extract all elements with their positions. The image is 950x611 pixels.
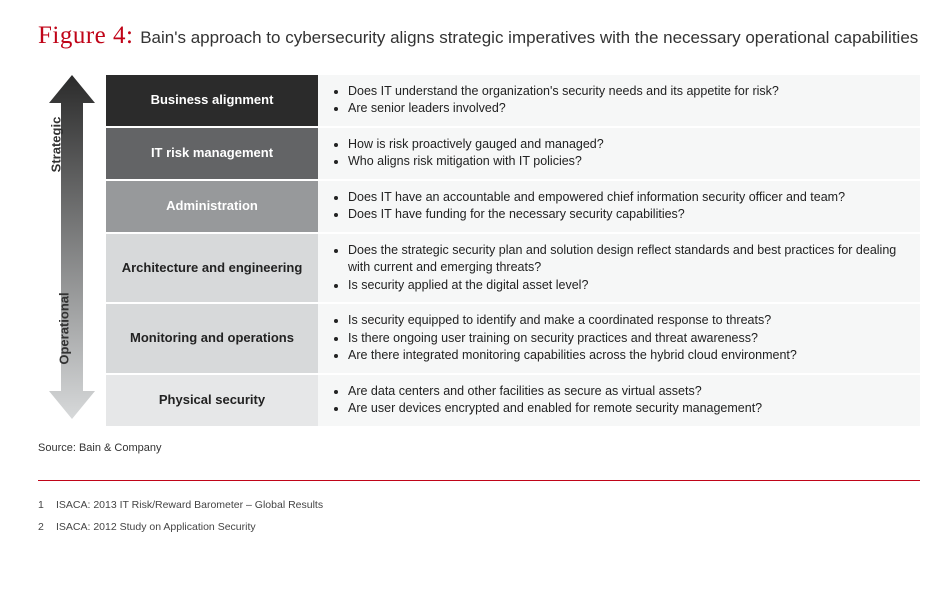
bullet-item: Are data centers and other facilities as…: [348, 383, 762, 401]
bullet-item: Are senior leaders involved?: [348, 100, 779, 118]
bullet-item: Is security equipped to identify and mak…: [348, 312, 797, 330]
footnote-text: ISACA: 2012 Study on Application Securit…: [56, 521, 256, 533]
category-cell: Business alignment: [106, 75, 318, 126]
footnote-number: 2: [38, 521, 56, 533]
table-row: IT risk management How is risk proactivel…: [106, 128, 920, 179]
rows-column: Business alignment Does IT understand the…: [106, 75, 920, 428]
bullets-cell: Is security equipped to identify and mak…: [318, 304, 920, 373]
bullets-cell: Does the strategic security plan and sol…: [318, 234, 920, 303]
table-row: Monitoring and operations Is security equ…: [106, 304, 920, 373]
table-row: Administration Does IT have an accountabl…: [106, 181, 920, 232]
category-cell: Architecture and engineering: [106, 234, 318, 303]
bullets-cell: Are data centers and other facilities as…: [318, 375, 920, 426]
bullet-item: Are there integrated monitoring capabili…: [348, 347, 797, 365]
footnote: 2ISACA: 2012 Study on Application Securi…: [38, 521, 920, 533]
axis-label-strategic: Strategic: [48, 116, 63, 172]
table-row: Physical security Are data centers and ot…: [106, 375, 920, 426]
bullet-list: Does IT have an accountable and empowere…: [326, 189, 845, 224]
category-cell: Physical security: [106, 375, 318, 426]
figure-title-line: Figure 4: Bain's approach to cybersecuri…: [38, 20, 920, 53]
table-row: Architecture and engineering Does the str…: [106, 234, 920, 303]
bullets-cell: Does IT understand the organization's se…: [318, 75, 920, 126]
footnote-text: ISACA: 2013 IT Risk/Reward Barometer – G…: [56, 499, 323, 511]
bullets-cell: Does IT have an accountable and empowere…: [318, 181, 920, 232]
bullet-item: Who aligns risk mitigation with IT polic…: [348, 153, 604, 171]
footnotes: 1ISACA: 2013 IT Risk/Reward Barometer – …: [38, 499, 920, 533]
bullet-item: How is risk proactively gauged and manag…: [348, 136, 604, 154]
bullets-cell: How is risk proactively gauged and manag…: [318, 128, 920, 179]
bullet-item: Does IT have an accountable and empowere…: [348, 189, 845, 207]
bullet-item: Is there ongoing user training on securi…: [348, 330, 797, 348]
bullet-item: Are user devices encrypted and enabled f…: [348, 400, 762, 418]
category-cell: Administration: [106, 181, 318, 232]
source-line: Source: Bain & Company: [38, 442, 920, 454]
footnote: 1ISACA: 2013 IT Risk/Reward Barometer – …: [38, 499, 920, 511]
chart-wrap: Strategic Operational Business alignment…: [38, 75, 920, 428]
figure-number: Figure 4:: [38, 22, 135, 49]
category-cell: Monitoring and operations: [106, 304, 318, 373]
category-cell: IT risk management: [106, 128, 318, 179]
axis-arrow-column: Strategic Operational: [38, 75, 106, 428]
figure-title-text: Bain's approach to cybersecurity aligns …: [140, 28, 918, 47]
figure-container: Figure 4: Bain's approach to cybersecuri…: [0, 0, 950, 563]
bullet-list: How is risk proactively gauged and manag…: [326, 136, 604, 171]
bullet-item: Is security applied at the digital asset…: [348, 277, 906, 295]
bullet-list: Are data centers and other facilities as…: [326, 383, 762, 418]
bullet-item: Does IT understand the organization's se…: [348, 83, 779, 101]
section-divider: [38, 480, 920, 481]
bullet-list: Is security equipped to identify and mak…: [326, 312, 797, 365]
footnote-number: 1: [38, 499, 56, 511]
bullet-item: Does the strategic security plan and sol…: [348, 242, 906, 277]
bullet-list: Does IT understand the organization's se…: [326, 83, 779, 118]
bullet-item: Does IT have funding for the necessary s…: [348, 206, 845, 224]
axis-label-operational: Operational: [57, 292, 72, 364]
table-row: Business alignment Does IT understand the…: [106, 75, 920, 126]
bullet-list: Does the strategic security plan and sol…: [326, 242, 906, 295]
